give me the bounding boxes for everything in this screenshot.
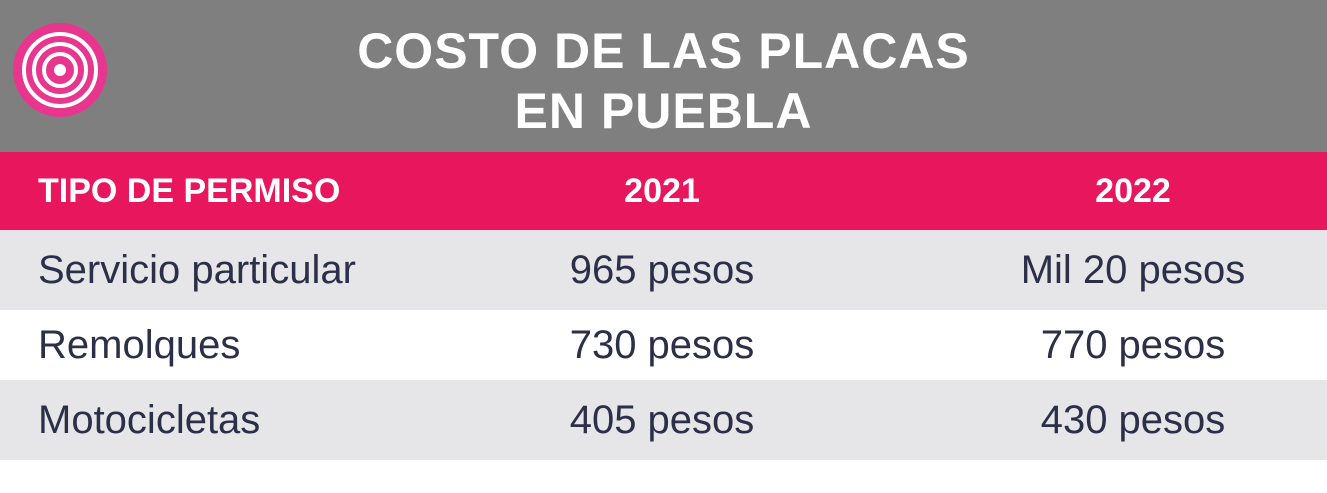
header-band: COSTO DE LAS PLACAS EN PUEBLA	[0, 0, 1327, 152]
table-cell: Motocicletas	[38, 397, 261, 442]
table-cell: 405 pesos	[569, 397, 755, 442]
table-cell: 430 pesos	[1040, 397, 1226, 442]
table-cell: 770 pesos	[1040, 322, 1226, 367]
logo	[13, 23, 107, 117]
table-cell: 965 pesos	[569, 247, 755, 292]
table-cell: 730 pesos	[569, 322, 755, 367]
column-header: 2022	[1095, 171, 1171, 210]
table-cell: Mil 20 pesos	[1020, 247, 1246, 292]
table-cell: Remolques	[38, 322, 241, 367]
column-header: TIPO DE PERMISO	[38, 171, 341, 210]
column-header: 2021	[624, 171, 700, 210]
table-row: Remolques 730 pesos 770 pesos	[0, 310, 1327, 380]
header-row: TIPO DE PERMISO 2021 2022	[0, 152, 1327, 230]
table-row: Motocicletas 405 pesos 430 pesos	[0, 380, 1327, 460]
table-cell: Servicio particular	[38, 247, 356, 292]
title-line: EN PUEBLA	[514, 83, 813, 139]
table-row: Servicio particular 965 pesos Mil 20 pesos	[0, 230, 1327, 310]
title-line: COSTO DE LAS PLACAS	[357, 23, 970, 79]
